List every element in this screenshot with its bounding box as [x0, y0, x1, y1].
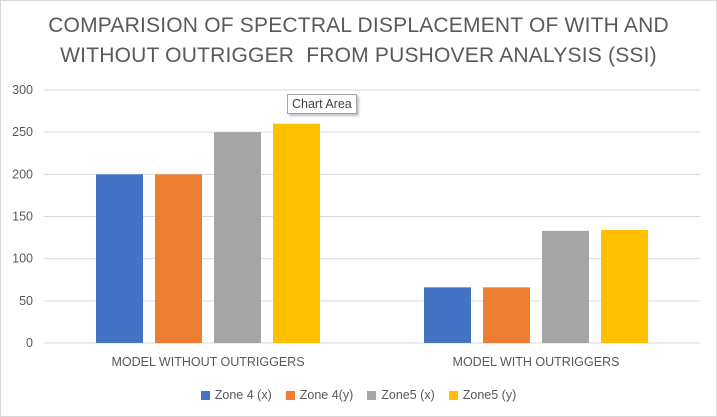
legend-item[interactable]: Zone 4 (x): [200, 388, 272, 402]
bar-1-2: [424, 287, 471, 343]
y-tick-label: 150: [12, 210, 33, 224]
bar-3-1: [214, 132, 261, 343]
chart-title-line-2: WITHOUT OUTRIGGER FROM PUSHOVER ANALYSIS…: [60, 44, 657, 67]
y-tick-label: 0: [26, 336, 33, 350]
bar-4-2: [601, 229, 648, 343]
legend-swatch: [285, 390, 295, 400]
chart-title-line-1: COMPARISION OF SPECTRAL DISPLACEMENT OF …: [48, 14, 669, 37]
bar-2-2: [483, 287, 530, 343]
legend-swatch: [367, 390, 377, 400]
legend-item[interactable]: Zone5 (y): [448, 388, 517, 402]
legend-swatch: [448, 390, 458, 400]
y-tick-label: 100: [12, 252, 33, 266]
legend-item[interactable]: Zone 4(y): [285, 388, 354, 402]
legend-label: Zone5 (y): [462, 388, 517, 402]
legend[interactable]: Zone 4 (x) Zone 4(y) Zone5 (x) Zone5 (y): [0, 388, 717, 402]
bar-2-1: [155, 174, 202, 343]
bar-3-2: [542, 230, 589, 343]
legend-label: Zone 4(y): [299, 388, 354, 402]
legend-label: Zone 4 (x): [214, 388, 272, 402]
legend-item[interactable]: Zone5 (x): [367, 388, 435, 402]
y-tick-label: 50: [19, 294, 33, 308]
y-tick-label: 300: [12, 83, 33, 97]
bar-1-1: [96, 174, 143, 343]
chart-area-tooltip: Chart Area: [287, 94, 357, 114]
legend-label: Zone5 (x): [381, 388, 435, 402]
bar-4-1: [273, 123, 320, 343]
y-tick-label: 250: [12, 125, 33, 139]
legend-swatch: [200, 390, 210, 400]
x-category-label: MODEL WITHOUT OUTRIGGERS: [111, 355, 304, 369]
y-tick-label: 200: [12, 167, 33, 181]
x-category-label: MODEL WITH OUTRIGGERS: [453, 355, 620, 369]
